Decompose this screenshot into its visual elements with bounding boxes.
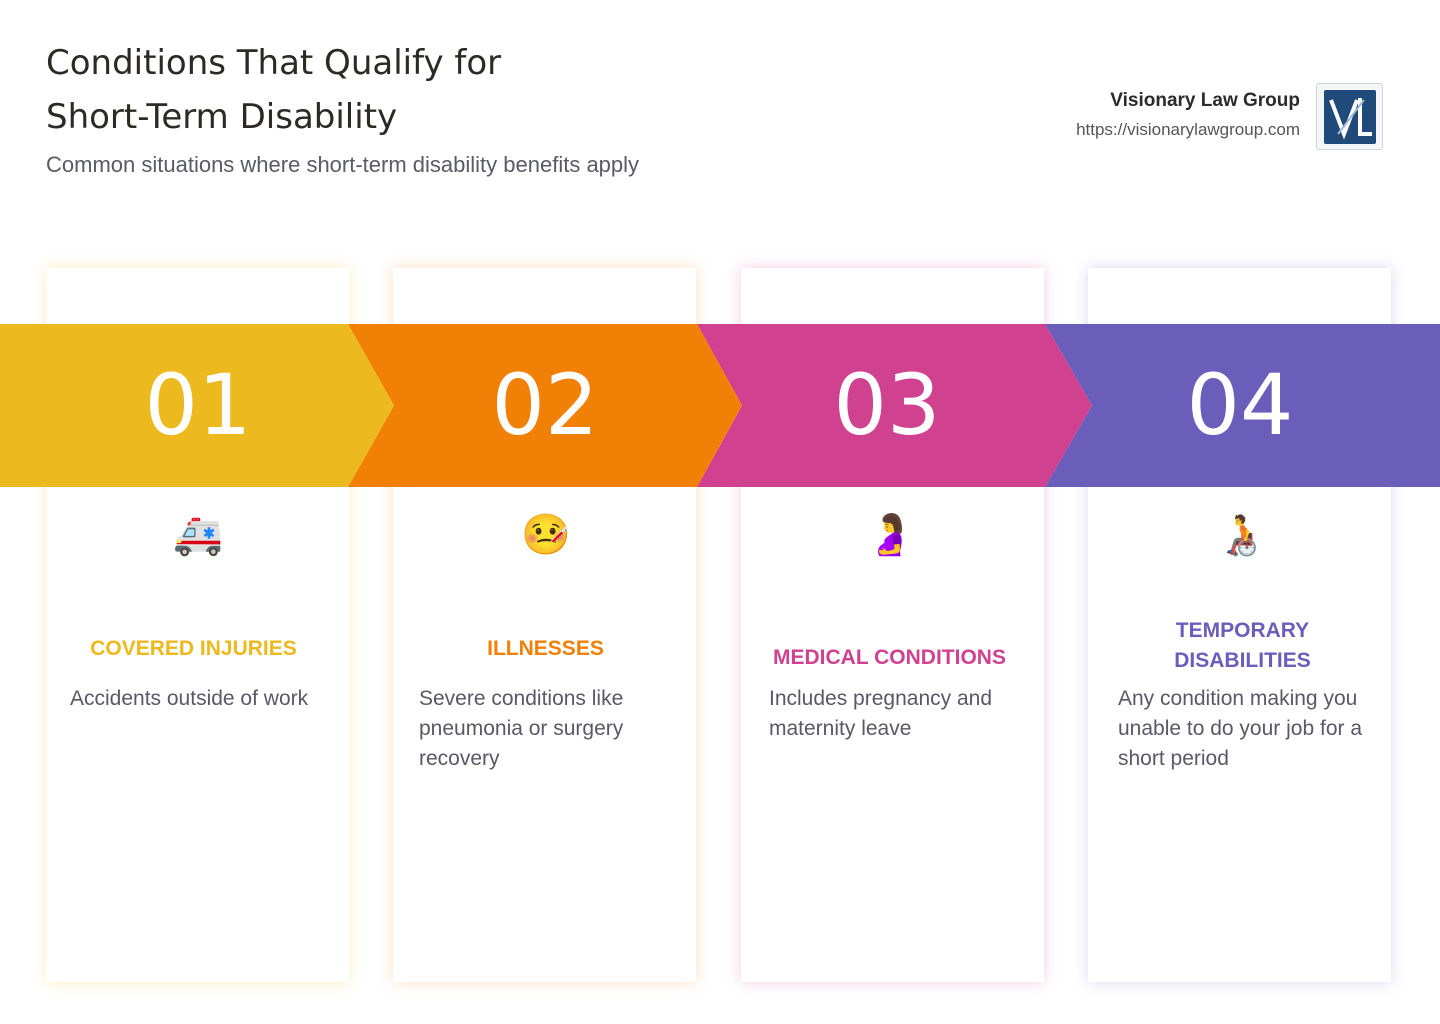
step-arrow-3 (697, 324, 1092, 487)
step-arrow-4 (1045, 324, 1440, 487)
step-band (0, 324, 1440, 487)
icon-bubble-4 (1177, 470, 1303, 596)
step-number-3: 03 (833, 356, 941, 454)
brand-logo (1316, 83, 1383, 150)
step-title-2: ILLNESSES (487, 637, 604, 660)
step-description-2: Severe conditions like pneumonia or surg… (419, 687, 624, 770)
logo-mark-icon (1328, 97, 1372, 140)
pregnant-woman-icon: 🤰 (865, 513, 915, 557)
icon-bubble-3 (830, 470, 956, 596)
step-number-2: 02 (491, 356, 599, 454)
ambulance-icon: 🚑 (173, 513, 223, 557)
step-description-4: Any condition making you unable to do yo… (1118, 687, 1363, 770)
step-number-1: 01 (144, 356, 252, 454)
step-title-1: COVERED INJURIES (90, 637, 297, 660)
step-description-1: Accidents outside of work (70, 687, 309, 710)
icon-bubble-1 (135, 470, 261, 596)
page-title: Conditions That Qualify for Short-Term D… (46, 43, 502, 137)
wheelchair-person-icon: 🧑‍🦽 (1216, 513, 1266, 557)
brand-block: Visionary Law Group https://visionarylaw… (1076, 90, 1300, 140)
step-number-4: 04 (1186, 356, 1294, 454)
icon-bubble-2 (482, 470, 608, 596)
brand-name: Visionary Law Group (1110, 90, 1300, 111)
step-title-4: TEMPORARY DISABILITIES (1174, 619, 1311, 672)
step-description-3: Includes pregnancy and maternity leave (769, 687, 992, 740)
page-subtitle: Common situations where short-term disab… (46, 152, 640, 177)
brand-url[interactable]: https://visionarylawgroup.com (1076, 120, 1300, 139)
step-title-3: MEDICAL CONDITIONS (773, 646, 1006, 669)
step-arrow-2 (348, 324, 742, 487)
step-arrow-1 (0, 324, 394, 487)
face-with-thermometer-icon: 🤒 (521, 513, 571, 557)
